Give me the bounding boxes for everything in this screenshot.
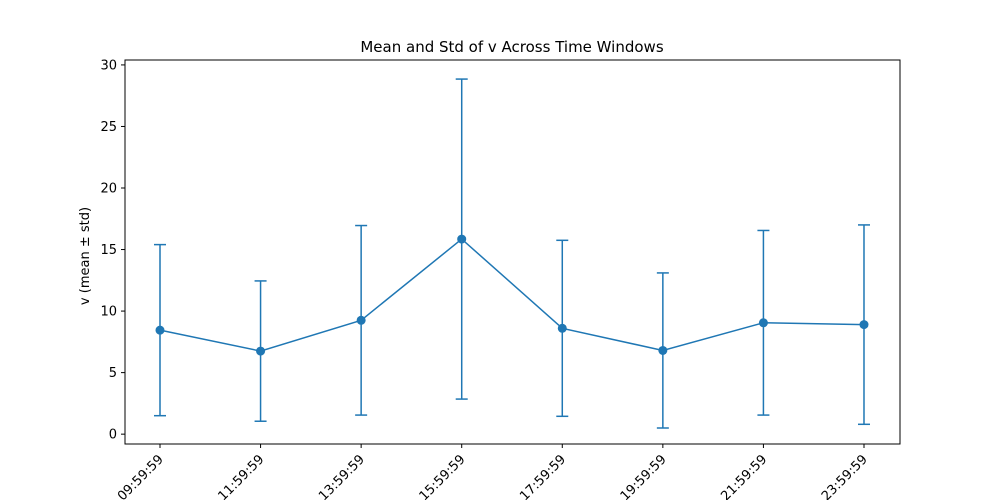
data-point xyxy=(758,318,768,328)
data-point xyxy=(155,325,165,335)
data-point xyxy=(859,320,869,330)
data-point xyxy=(658,345,668,355)
x-tick-label: 21:59:59 xyxy=(718,452,770,500)
y-tick-label: 20 xyxy=(100,182,117,197)
plot-area: 0 5 10 15 20 25 30 09:59:59 11:59:59 13:59:59 15:5… xyxy=(100,58,870,500)
chart-title: Mean and Std of v Across Time Windows xyxy=(360,38,663,56)
data-point xyxy=(256,346,266,356)
y-tick-label: 0 xyxy=(109,428,117,443)
data-point xyxy=(557,323,567,333)
y-tick-label: 10 xyxy=(100,305,117,320)
data-point xyxy=(356,315,366,325)
x-tick-label: 11:59:59 xyxy=(216,452,268,500)
y-tick-label: 15 xyxy=(100,243,117,258)
x-tick-label: 15:59:59 xyxy=(417,452,469,500)
x-tick-label: 13:59:59 xyxy=(316,452,368,500)
axes-frame xyxy=(124,59,901,445)
x-tick-label: 17:59:59 xyxy=(517,452,569,500)
x-tick-label: 23:59:59 xyxy=(819,452,871,500)
y-tick-label: 25 xyxy=(100,120,117,135)
x-tick-label: 19:59:59 xyxy=(618,452,670,500)
x-tick-label: 09:59:59 xyxy=(115,452,167,500)
y-tick-label: 5 xyxy=(109,366,117,381)
series-line xyxy=(159,238,865,352)
y-axis-label: v (mean ± std) xyxy=(78,207,93,305)
data-point xyxy=(457,234,467,244)
y-tick-label: 30 xyxy=(100,58,117,73)
